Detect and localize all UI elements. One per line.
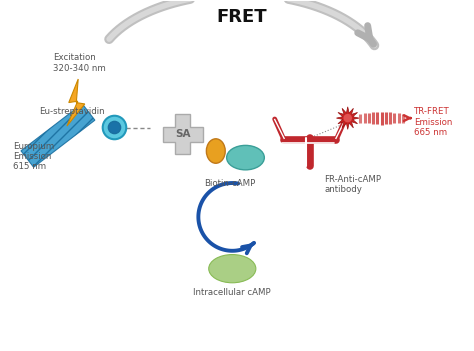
Ellipse shape (227, 145, 264, 170)
Text: FRET: FRET (217, 8, 267, 26)
Circle shape (103, 116, 126, 139)
Text: Eu-streptavidin: Eu-streptavidin (39, 107, 105, 116)
Text: Excitation
320-340 nm: Excitation 320-340 nm (53, 53, 106, 73)
Circle shape (109, 121, 120, 134)
Polygon shape (21, 104, 95, 167)
Ellipse shape (206, 139, 225, 163)
Text: FR-Anti-cAMP
antibody: FR-Anti-cAMP antibody (324, 174, 381, 194)
Text: TR-FRET
Emission
665 nm: TR-FRET Emission 665 nm (414, 107, 453, 137)
Text: SA: SA (175, 129, 191, 139)
Text: Europium
Emission
615 nm: Europium Emission 615 nm (13, 141, 55, 171)
Ellipse shape (209, 254, 256, 283)
Text: Biotin-cAMP: Biotin-cAMP (204, 179, 255, 188)
Polygon shape (163, 114, 202, 154)
Polygon shape (67, 79, 85, 126)
Circle shape (344, 114, 352, 122)
Text: Intracellular cAMP: Intracellular cAMP (193, 289, 271, 297)
Polygon shape (337, 107, 359, 130)
